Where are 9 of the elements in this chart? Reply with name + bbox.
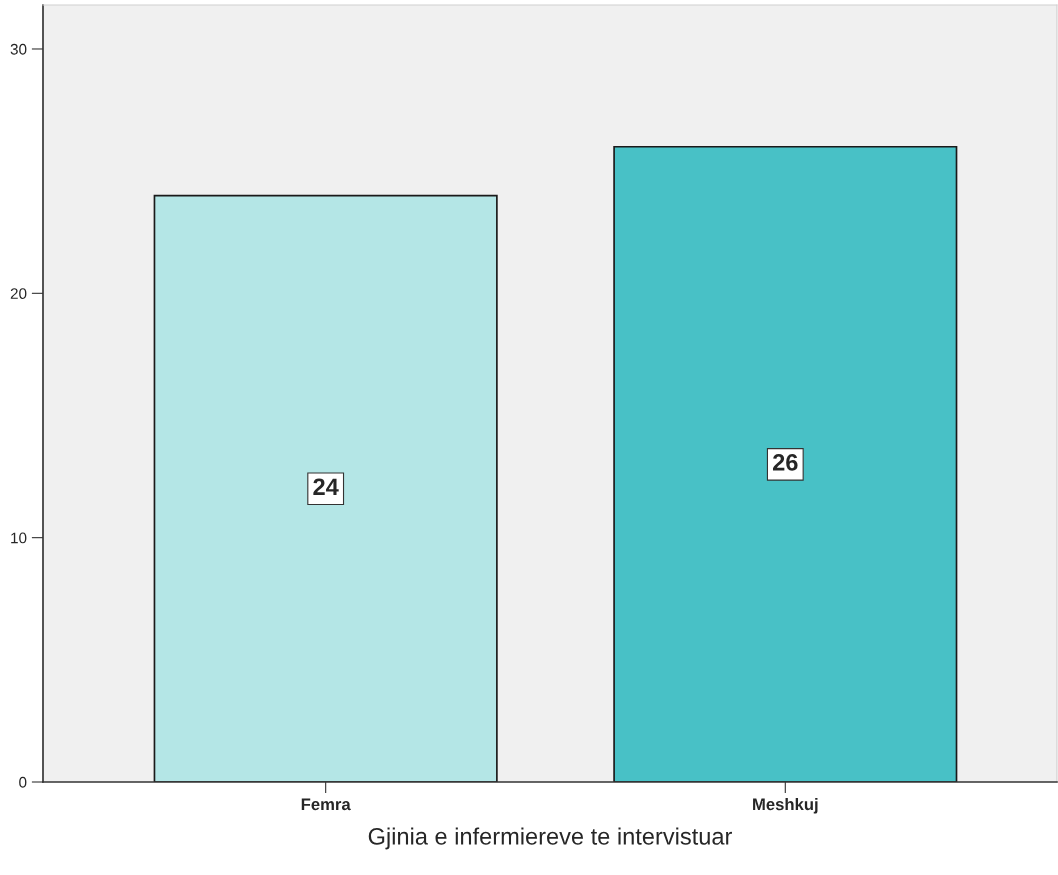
y-tick-label: 0 (19, 776, 27, 788)
y-tick-label: 30 (10, 43, 27, 55)
data-label: 26 (772, 453, 798, 471)
x-axis-title: Gjinia e infermiereve te intervistuar (368, 827, 732, 850)
y-tick-label: 20 (10, 288, 27, 300)
x-tick-label: Femra (301, 798, 351, 811)
x-tick-label: Meshkuj (753, 797, 818, 814)
data-label: 24 (313, 478, 339, 495)
y-tick-label: 10 (11, 532, 27, 544)
